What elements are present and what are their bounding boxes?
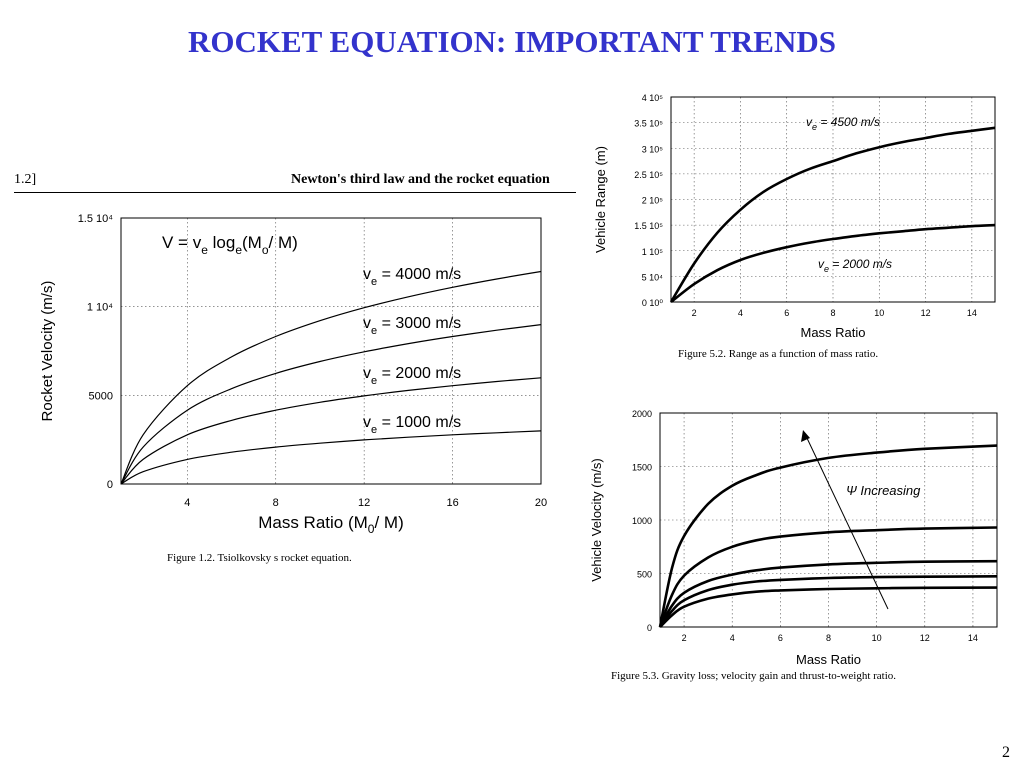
- page-number: 2: [1002, 744, 1010, 761]
- x-tick-label: 8: [826, 633, 831, 643]
- x-tick-label: 14: [968, 633, 978, 643]
- y-tick-label: 1.5 10⁴: [78, 213, 114, 225]
- y-tick-label: 0: [107, 479, 113, 491]
- slide-title: ROCKET EQUATION: IMPORTANT TRENDS: [187, 24, 836, 59]
- x-tick-label: 2: [692, 308, 697, 318]
- series-line: [670, 223, 996, 304]
- x-axis-label: Mass Ratio: [800, 325, 865, 340]
- x-tick-label: 8: [830, 308, 835, 318]
- series-line: [658, 575, 998, 628]
- figure-5-2-caption: Figure 5.2. Range as a function of mass …: [678, 348, 879, 360]
- plot-frame: [659, 412, 998, 628]
- x-tick-label: 20: [535, 497, 547, 509]
- section-heading: Newton's third law and the rocket equati…: [291, 172, 550, 187]
- y-tick-label: 0 10⁰: [642, 298, 664, 308]
- x-axis-label: Mass Ratio: [796, 652, 861, 667]
- y-tick-label: 1 10⁴: [87, 302, 113, 314]
- x-tick-label: 12: [358, 497, 370, 509]
- series-line: [120, 377, 542, 485]
- x-tick-label: 12: [921, 308, 931, 318]
- x-tick-label: 10: [874, 308, 884, 318]
- section-number: 1.2]: [14, 172, 37, 187]
- x-tick-label: 12: [920, 633, 930, 643]
- y-tick-label: 2 10⁵: [642, 196, 664, 206]
- series-line: [669, 126, 996, 303]
- y-tick-label: 5000: [89, 390, 113, 402]
- x-tick-label: 2: [682, 633, 687, 643]
- increasing-arrow-line: [805, 435, 889, 610]
- figure-1-2-caption: Figure 1.2. Tsiolkovsky s rocket equatio…: [167, 552, 352, 564]
- x-tick-label: 4: [184, 497, 190, 509]
- y-tick-label: 2000: [632, 409, 652, 419]
- x-tick-label: 6: [778, 633, 783, 643]
- series-label: ve = 4000 m/s: [363, 266, 461, 288]
- y-tick-label: 0: [647, 623, 652, 633]
- x-tick-label: 16: [446, 497, 458, 509]
- series-line: [120, 324, 542, 485]
- header-rule: [14, 192, 576, 193]
- series-line: [120, 270, 542, 485]
- x-tick-label: 4: [730, 633, 735, 643]
- y-tick-label: 2.5 10⁵: [634, 170, 663, 180]
- series-line: [658, 526, 998, 628]
- series-line: [658, 559, 998, 628]
- plot-frame: [120, 217, 542, 485]
- series-label: ve = 2000 m/s: [818, 257, 892, 274]
- y-tick-label: 500: [637, 570, 652, 580]
- series-line: [120, 430, 542, 485]
- increasing-annotation: Ψ Increasing: [846, 483, 921, 498]
- y-tick-label: 3.5 10⁵: [634, 119, 663, 129]
- increasing-arrow-head: [801, 430, 810, 442]
- y-tick-label: 1000: [632, 516, 652, 526]
- figure-5-3-caption: Figure 5.3. Gravity loss; velocity gain …: [611, 670, 897, 682]
- equation-label: V = ve loge(Mo/ M): [162, 233, 298, 257]
- y-tick-label: 5 10⁴: [642, 272, 664, 282]
- x-axis-label: Mass Ratio (M0/ M): [258, 513, 404, 536]
- series-label: ve = 2000 m/s: [363, 365, 461, 387]
- y-axis-label: Vehicle Velocity (m/s): [589, 458, 604, 582]
- series-label: ve = 1000 m/s: [363, 414, 461, 436]
- series-label: ve = 3000 m/s: [363, 315, 461, 337]
- y-tick-label: 1 10⁵: [642, 247, 664, 257]
- x-tick-label: 6: [784, 308, 789, 318]
- series-label: ve = 4500 m/s: [806, 115, 880, 132]
- x-tick-label: 14: [967, 308, 977, 318]
- plot-frame: [670, 96, 996, 303]
- y-tick-label: 1.5 10⁵: [634, 221, 663, 231]
- y-axis-label: Vehicle Range (m): [593, 146, 608, 253]
- x-tick-label: 10: [872, 633, 882, 643]
- y-tick-label: 1500: [632, 463, 652, 473]
- x-tick-label: 4: [738, 308, 743, 318]
- x-tick-label: 8: [273, 497, 279, 509]
- y-tick-label: 3 10⁵: [642, 144, 664, 154]
- y-axis-label: Rocket Velocity (m/s): [39, 281, 56, 422]
- series-line: [658, 444, 998, 628]
- y-tick-label: 4 10⁵: [642, 93, 664, 103]
- series-line: [659, 586, 998, 628]
